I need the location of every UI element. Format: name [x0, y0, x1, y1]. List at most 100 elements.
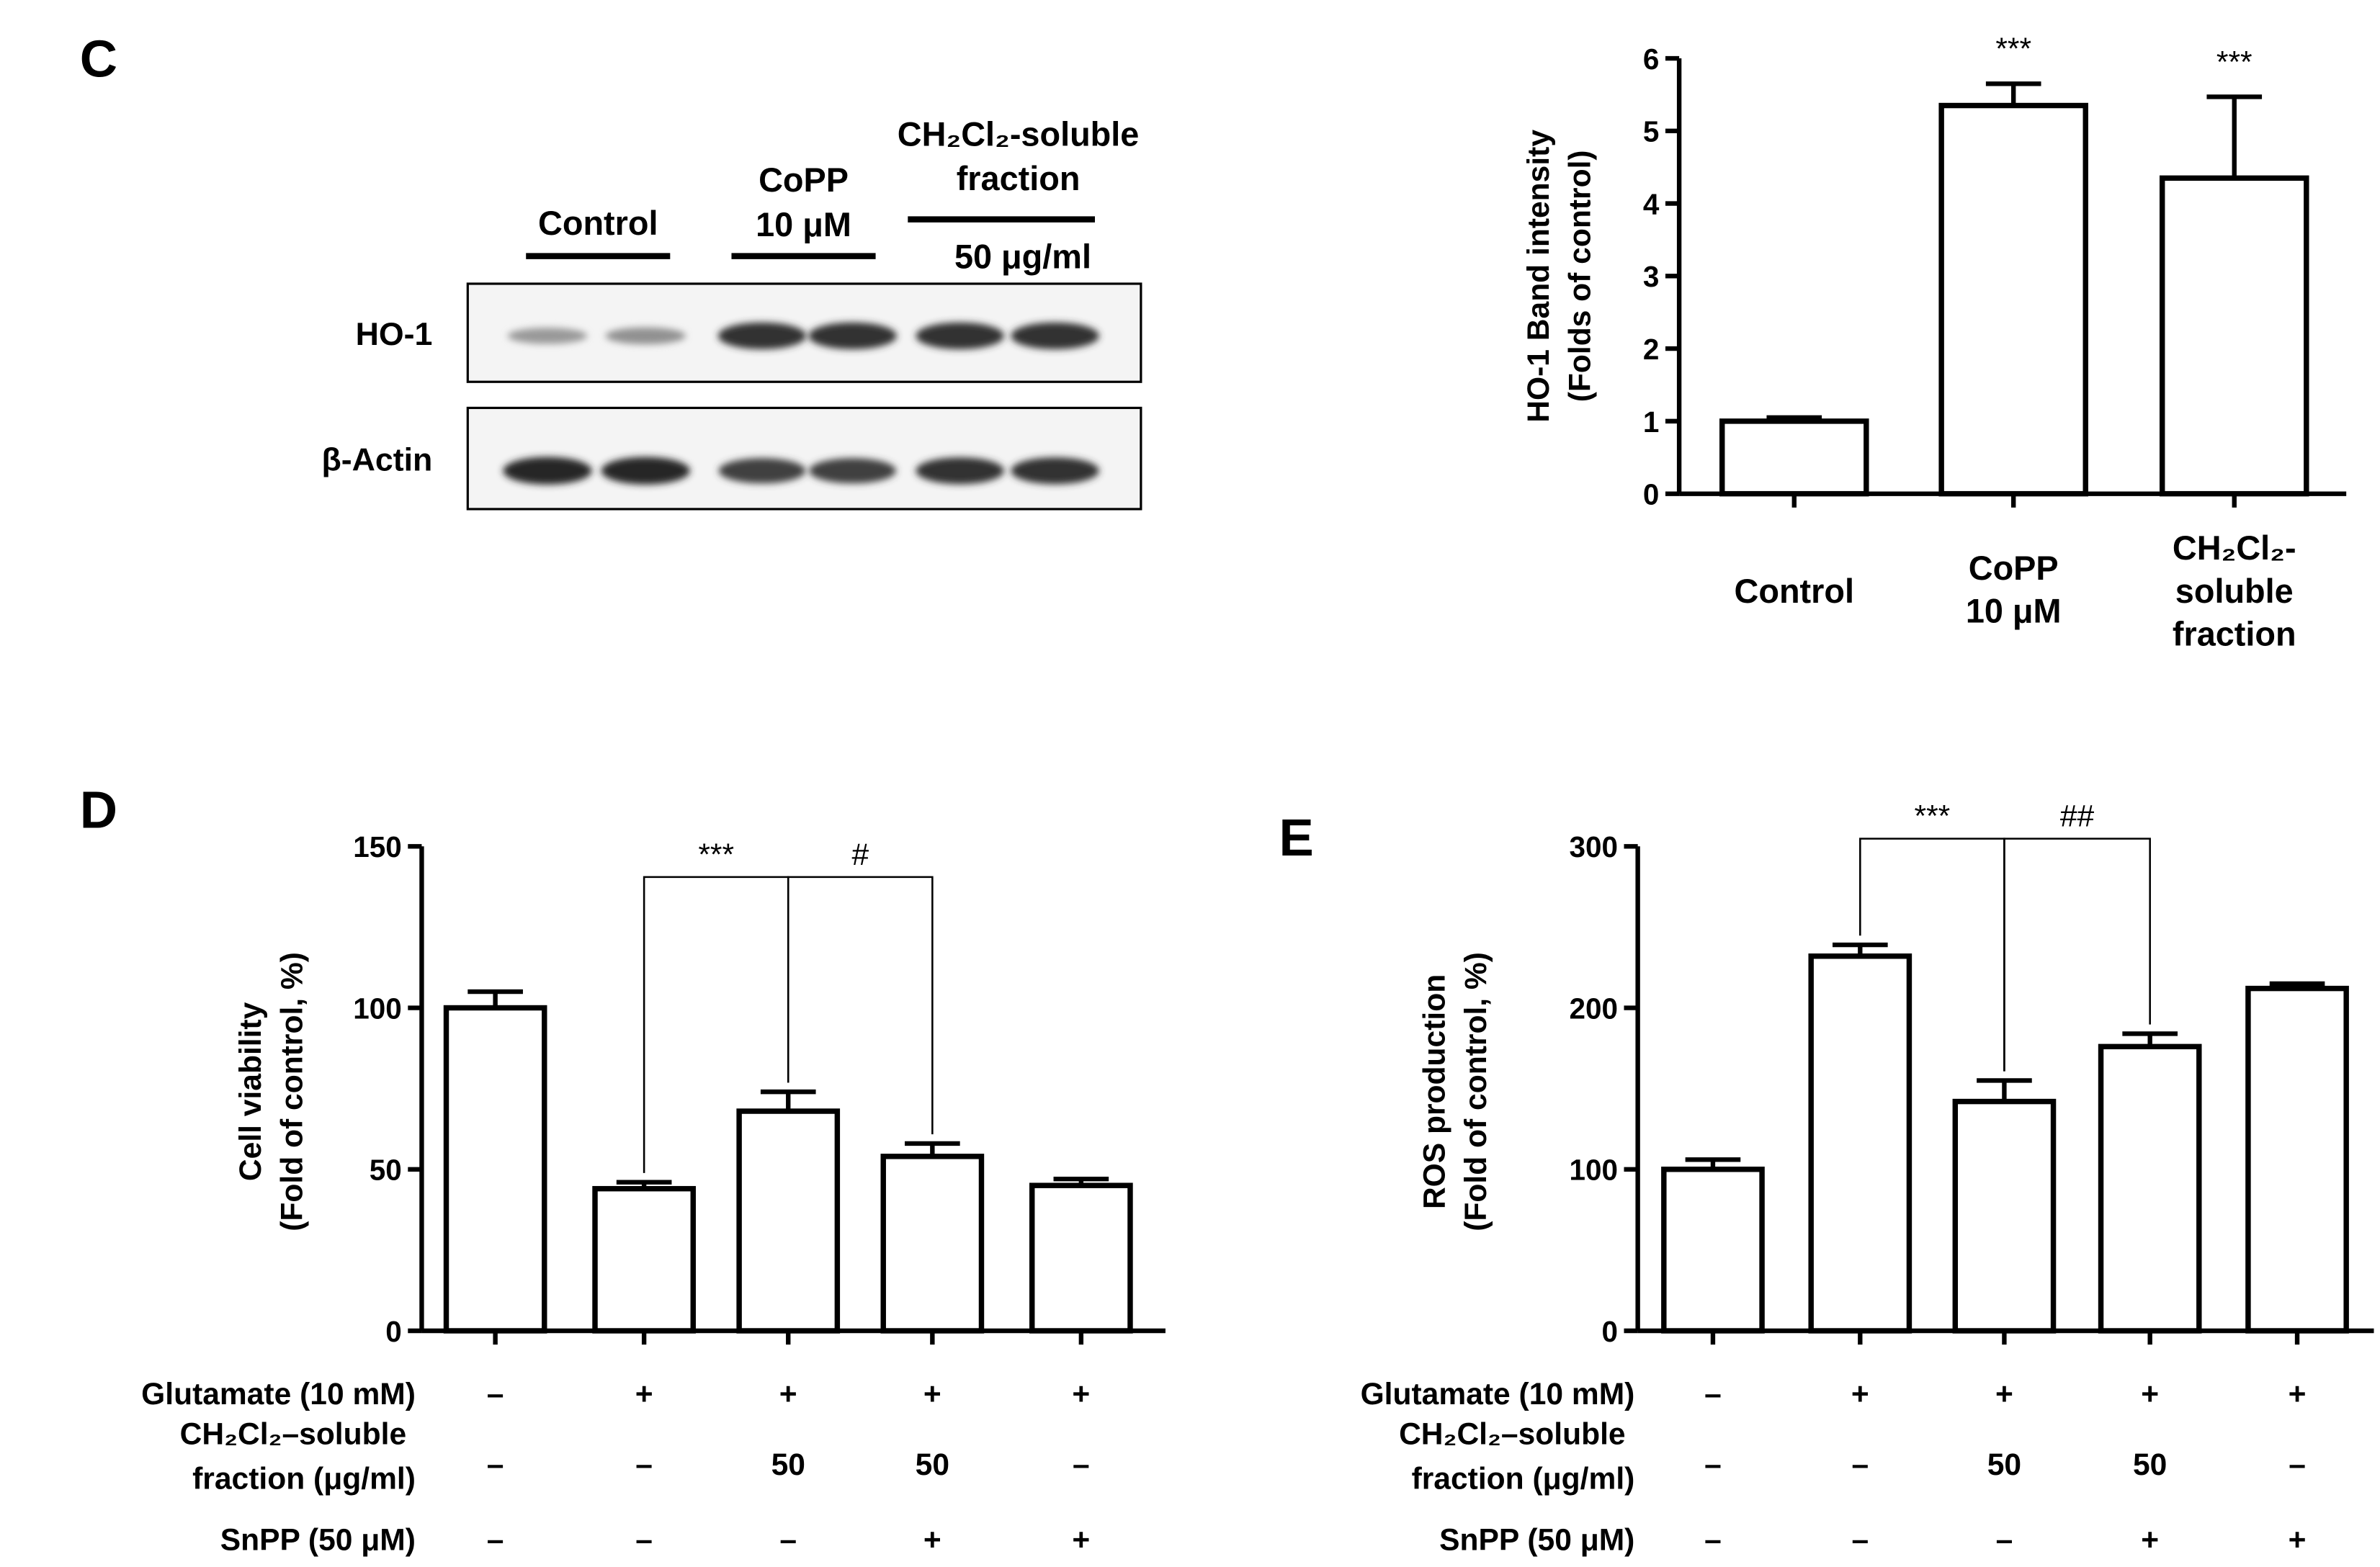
y-axis-label: (Folds of control) [1563, 150, 1598, 402]
x-category-label: CH₂Cl₂- [2173, 529, 2296, 567]
condition-label: SnPP (50 μM) [1439, 1522, 1634, 1557]
panel-label-c: C [80, 30, 117, 89]
blot-band [601, 457, 690, 485]
x-category-label: soluble [2175, 573, 2294, 610]
condition-label: CH₂Cl₂–soluble [180, 1417, 407, 1452]
condition-value: + [1995, 1377, 2013, 1411]
bar [2098, 1043, 2202, 1334]
significance-label: ## [2060, 799, 2095, 834]
condition-value: + [2289, 1377, 2307, 1411]
y-tick-label: 6 [1643, 42, 1659, 76]
lane-group-label: fraction [957, 160, 1081, 197]
blot-band [507, 328, 588, 344]
chart-ho1-band-intensity: 0 1 2 3 4 5 6 HO-1 Band intensity (Folds of cont… [1521, 32, 2347, 652]
bar [1808, 953, 1912, 1334]
significance-bracket [787, 876, 934, 1135]
condition-value: – [779, 1522, 797, 1557]
panel-label-d: D [80, 781, 117, 840]
condition-value: + [2141, 1522, 2159, 1557]
condition-value: + [923, 1522, 941, 1557]
x-category-label: 10 μM [1966, 592, 2062, 629]
y-tick-label: 3 [1643, 260, 1659, 293]
bar [2245, 985, 2349, 1334]
condition-label: fraction (μg/ml) [1412, 1461, 1635, 1496]
chart-cell-viability: 0 50 100 150 Cell viability (Fold of control,… [141, 830, 1166, 1557]
condition-value: + [779, 1377, 797, 1411]
y-tick-label: 100 [353, 992, 401, 1025]
condition-value: + [2141, 1377, 2159, 1411]
lane-group-label: Control [538, 205, 658, 242]
y-tick-label: 1 [1643, 405, 1659, 439]
bar [736, 1108, 841, 1334]
x-category-label: Control [1735, 573, 1854, 610]
bar [880, 1154, 985, 1334]
blot-band [916, 457, 1004, 485]
significance-label: *** [1995, 32, 2031, 66]
x-category-label: CoPP [1969, 549, 2059, 587]
condition-value: 50 [1987, 1447, 2021, 1482]
y-tick-label: 2 [1643, 333, 1659, 366]
condition-value: – [487, 1522, 504, 1557]
y-axis-label: (Fold of control, %) [274, 952, 309, 1231]
condition-value: – [1704, 1522, 1722, 1557]
condition-value: – [1851, 1447, 1869, 1482]
condition-value: 50 [2133, 1447, 2167, 1482]
y-tick-label: 0 [1643, 478, 1659, 511]
bar [2159, 175, 2309, 497]
condition-label: fraction (μg/ml) [192, 1461, 416, 1496]
lane-group-label: CoPP [759, 161, 849, 199]
y-tick-label: 5 [1643, 115, 1659, 148]
y-tick-label: 300 [1569, 830, 1617, 863]
y-axis-label: (Fold of control, %) [1459, 952, 1493, 1231]
panel-label-e: E [1279, 809, 1313, 867]
y-tick-label: 4 [1643, 187, 1660, 220]
y-tick-label: 0 [385, 1315, 402, 1348]
blot-band [718, 458, 806, 484]
condition-value: + [1072, 1522, 1090, 1557]
blot-band [916, 322, 1004, 349]
y-tick-label: 0 [1601, 1315, 1618, 1348]
lane-group-label: CH₂Cl₂-soluble [898, 115, 1140, 153]
bar [443, 1005, 547, 1334]
significance-label: *** [1915, 799, 1951, 834]
blot-band [605, 327, 686, 345]
lane-group-label: 10 μM [756, 206, 851, 243]
condition-value: – [487, 1447, 504, 1482]
blot-band [809, 458, 897, 484]
condition-value: + [1851, 1377, 1869, 1411]
blot-band [1011, 457, 1099, 485]
y-axis-label: HO-1 Band intensity [1521, 130, 1556, 423]
y-axis-label: ROS production [1417, 974, 1451, 1209]
blot-band [717, 322, 807, 349]
condition-value: – [635, 1522, 653, 1557]
blot-membrane [466, 406, 1142, 511]
condition-value: – [635, 1447, 653, 1482]
condition-value: – [1996, 1522, 2013, 1557]
condition-value: 50 [916, 1447, 949, 1482]
condition-value: + [1072, 1377, 1090, 1411]
bar [1938, 102, 2088, 497]
condition-value: – [1704, 1377, 1722, 1411]
significance-label: *** [698, 838, 734, 872]
significance-label: # [851, 838, 869, 872]
lane-group-label: 50 μg/ml [954, 238, 1091, 276]
condition-label: SnPP (50 μM) [220, 1522, 416, 1557]
chart-ros-production: 0 100 200 300 ROS production (Fold of control… [1361, 799, 2374, 1557]
condition-value: – [1851, 1522, 1869, 1557]
condition-value: – [487, 1377, 504, 1411]
condition-value: + [635, 1377, 653, 1411]
bar [1661, 1167, 1765, 1334]
y-axis-label: Cell viability [233, 1002, 268, 1181]
significance-label: *** [2216, 45, 2252, 79]
western-blot: Control CoPP 10 μM CH₂Cl₂-soluble fraction 50… [321, 115, 1142, 511]
condition-value: – [2289, 1447, 2306, 1482]
condition-value: – [1704, 1447, 1722, 1482]
significance-bracket [2003, 838, 2151, 1072]
condition-value: + [923, 1377, 941, 1411]
condition-value: 50 [771, 1447, 805, 1482]
condition-value: + [2289, 1522, 2307, 1557]
bar [592, 1185, 696, 1334]
blot-row-label: β-Actin [321, 443, 432, 478]
y-tick-label: 150 [353, 830, 401, 863]
